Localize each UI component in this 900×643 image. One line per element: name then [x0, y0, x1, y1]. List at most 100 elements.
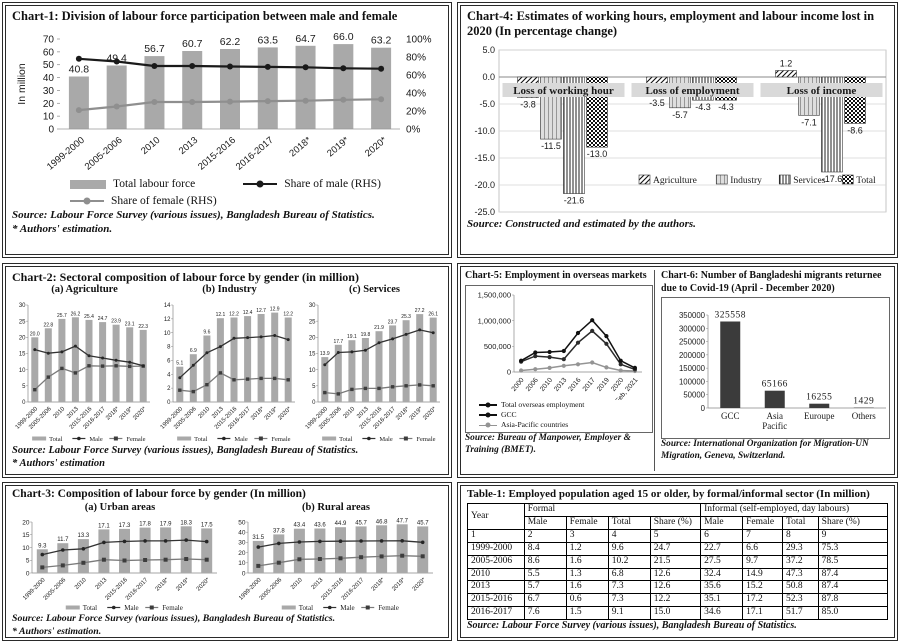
svg-text:23.1: 23.1 — [125, 321, 135, 327]
svg-text:63.5: 63.5 — [258, 34, 279, 46]
svg-text:2018*: 2018* — [371, 577, 387, 593]
svg-text:60.7: 60.7 — [182, 38, 203, 50]
svg-text:20: 20 — [43, 99, 55, 110]
svg-text:-4.3: -4.3 — [718, 102, 734, 112]
svg-text:2010: 2010 — [74, 577, 88, 591]
svg-text:50: 50 — [43, 60, 55, 71]
svg-text:9.6: 9.6 — [203, 329, 210, 335]
svg-text:350000: 350000 — [679, 311, 706, 320]
gcc-line-swatch — [479, 414, 497, 416]
table-subheader-row: Male Female Total Share (%) Male Female … — [468, 516, 889, 530]
svg-text:37.8: 37.8 — [273, 529, 285, 535]
chart2-title: Chart-2: Sectoral composition of labour … — [12, 270, 359, 284]
svg-text:2019*: 2019* — [409, 406, 425, 422]
chart2c-plot: 0 5 10 15 20 25 30 13.9 1999-2000 17.7 2005-2006 19… — [302, 296, 447, 444]
svg-text:2016-2017: 2016-2017 — [341, 577, 366, 602]
svg-text:30: 30 — [309, 303, 316, 309]
svg-text:-5.0: -5.0 — [479, 99, 495, 109]
svg-text:25: 25 — [309, 319, 316, 325]
svg-text:In million: In million — [16, 63, 28, 105]
svg-text:2019*: 2019* — [119, 406, 135, 422]
svg-text:0: 0 — [167, 400, 171, 406]
chart3-note: * Authors' estimation. — [12, 625, 102, 637]
svg-text:17.7: 17.7 — [333, 339, 343, 345]
legend-label-male: Share of male (RHS) — [284, 178, 381, 190]
chart5-legend: Total overseas employment GCC Asia-Pacif… — [467, 400, 651, 431]
chart1-legend: Total labour force Share of male (RHS) Sh… — [12, 176, 442, 209]
legend-label-female: Share of female (RHS) — [111, 194, 217, 207]
svg-text:18.3: 18.3 — [180, 521, 192, 527]
svg-text:1,000,000: 1,000,000 — [478, 316, 511, 325]
table1-title: Table-1: Employed population aged 15 or … — [467, 488, 870, 500]
svg-text:43.6: 43.6 — [314, 523, 326, 529]
svg-text:16255: 16255 — [806, 393, 832, 403]
svg-text:10: 10 — [43, 112, 55, 123]
chart3-source: Source: Labour Force Survey (various iss… — [12, 613, 336, 625]
chart3b-label: (b) Rural areas — [301, 501, 371, 513]
chart3b-plot: 0 10 20 30 40 50 31.5 1999-2000 37.8 2005-2006 43.… — [228, 513, 444, 613]
svg-text:Male: Male — [234, 436, 247, 443]
svg-text:2016-2017: 2016-2017 — [234, 135, 276, 173]
svg-text:-8.6: -8.6 — [847, 125, 863, 135]
svg-text:-11.5: -11.5 — [541, 141, 561, 151]
svg-text:14: 14 — [164, 303, 171, 309]
svg-text:2010: 2010 — [343, 406, 357, 420]
svg-text:Total: Total — [856, 176, 876, 186]
svg-text:1,500,000: 1,500,000 — [478, 290, 511, 299]
svg-text:23.7: 23.7 — [388, 319, 398, 325]
table-row: 2010 5.5 1.3 6.8 12.6 32.4 14.9 47.3 87.4 — [467, 567, 889, 582]
svg-text:Total: Total — [194, 436, 207, 443]
svg-text:17.5: 17.5 — [201, 523, 213, 529]
svg-text:12.1: 12.1 — [216, 312, 226, 318]
svg-text:12.2: 12.2 — [283, 311, 293, 317]
svg-text:-10.0: -10.0 — [474, 126, 495, 136]
svg-text:2005-2006: 2005-2006 — [83, 135, 125, 173]
svg-text:6.9: 6.9 — [190, 348, 197, 354]
svg-text:25.7: 25.7 — [57, 313, 67, 319]
svg-text:2017: 2017 — [582, 376, 597, 392]
svg-text:20.0: 20.0 — [30, 331, 40, 337]
svg-text:2016-2017: 2016-2017 — [125, 577, 150, 602]
svg-text:17.9: 17.9 — [160, 522, 172, 528]
asia-line-swatch — [479, 424, 497, 426]
chart1-plot: 0 10 20 30 40 50 60 70 0% 20% 40% 60% 80% 100% In mill… — [12, 24, 442, 176]
svg-text:2010: 2010 — [539, 376, 554, 392]
svg-text:40.8: 40.8 — [69, 64, 90, 76]
chart1-note: * Authors' estimation. — [12, 223, 113, 236]
chart2-source: Source: Labour Force Survey (various iss… — [12, 444, 359, 456]
chart5-plot: 0 500,000 1,000,000 1,500,000 2000 2006 2010 20… — [467, 288, 651, 404]
svg-text:Loss of working hour: Loss of working hour — [513, 85, 614, 97]
table-row: 2015-2016 6.7 0.6 7.3 12.2 35.1 17.2 52.3 87.8 — [467, 593, 889, 608]
svg-text:1429: 1429 — [853, 397, 874, 407]
svg-text:2020*: 2020* — [277, 406, 293, 422]
svg-text:2013: 2013 — [95, 577, 109, 591]
svg-text:2020*: 2020* — [132, 406, 148, 422]
svg-text:Others: Others — [852, 411, 876, 421]
svg-text:2020*: 2020* — [363, 135, 389, 160]
svg-text:27.2: 27.2 — [415, 308, 425, 314]
svg-text:2: 2 — [167, 386, 171, 392]
svg-text:-5.7: -5.7 — [672, 110, 688, 120]
svg-text:-4.3: -4.3 — [695, 102, 711, 112]
svg-text:19.1: 19.1 — [347, 334, 357, 340]
svg-text:0: 0 — [242, 571, 246, 578]
bar-swatch — [70, 179, 106, 189]
svg-text:23.9: 23.9 — [111, 319, 121, 325]
svg-text:13.9: 13.9 — [320, 351, 330, 357]
svg-text:Loss of employment: Loss of employment — [645, 85, 739, 97]
table1-body: 1 2 3 4 5 6 7 8 9 1999-2000 8.4 1.2 9.6 24.7 22.7 6.6 29… — [467, 528, 889, 621]
svg-text:15: 15 — [22, 532, 30, 539]
svg-text:2013: 2013 — [177, 135, 200, 157]
chart2b-svg: 024681012145.11999-20006.92005-20069.620… — [160, 303, 295, 443]
svg-text:Pacific: Pacific — [762, 421, 787, 431]
svg-text:17.3: 17.3 — [119, 523, 131, 529]
svg-text:0%: 0% — [406, 125, 421, 136]
svg-text:2020*: 2020* — [422, 406, 438, 422]
svg-text:Asia: Asia — [767, 411, 784, 421]
svg-text:100000: 100000 — [679, 377, 706, 386]
svg-text:2010: 2010 — [139, 135, 162, 157]
svg-text:-3.5: -3.5 — [649, 98, 665, 108]
